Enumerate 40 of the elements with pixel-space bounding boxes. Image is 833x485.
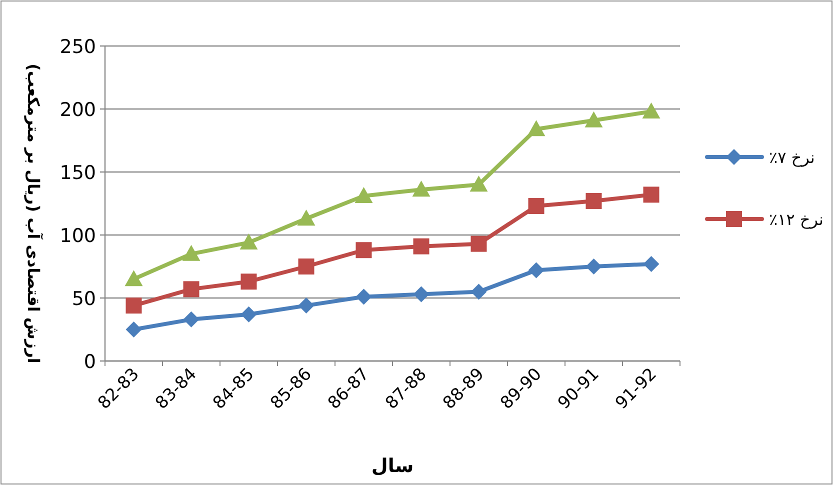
point bbox=[528, 198, 544, 214]
y-tick-label: 250 bbox=[60, 36, 96, 58]
point bbox=[297, 210, 316, 226]
point bbox=[413, 238, 430, 254]
point bbox=[354, 186, 373, 203]
point bbox=[356, 242, 372, 258]
point bbox=[126, 298, 142, 314]
y-tick-label: 150 bbox=[60, 162, 96, 184]
y-tick-label: 200 bbox=[60, 99, 96, 121]
point bbox=[124, 270, 143, 286]
point bbox=[413, 286, 430, 302]
point bbox=[240, 274, 257, 290]
legend-label: نرخ ۷٪ bbox=[769, 148, 815, 167]
point bbox=[470, 284, 487, 300]
y-tick-label: 0 bbox=[84, 351, 96, 373]
y-tick-label: 50 bbox=[72, 288, 96, 310]
point bbox=[183, 311, 200, 328]
point bbox=[126, 322, 142, 338]
point bbox=[182, 244, 200, 261]
point bbox=[528, 262, 544, 278]
point bbox=[527, 120, 546, 136]
y-axis-title: ارزش اقتصادی آب (ریال بر مترمکعب) bbox=[24, 64, 44, 364]
point bbox=[643, 256, 660, 272]
point bbox=[412, 180, 430, 197]
point bbox=[642, 102, 660, 119]
legend-label: نرخ ۱۲٪ bbox=[769, 210, 824, 229]
point bbox=[586, 258, 602, 274]
point bbox=[643, 186, 660, 203]
point bbox=[298, 258, 314, 274]
point bbox=[356, 288, 372, 305]
point bbox=[240, 234, 258, 250]
x-axis-title: سال bbox=[371, 455, 414, 477]
point bbox=[240, 306, 257, 322]
point bbox=[584, 111, 603, 128]
point bbox=[470, 236, 487, 252]
point bbox=[586, 192, 602, 209]
point bbox=[470, 176, 488, 192]
point bbox=[298, 298, 314, 314]
y-tick-label: 100 bbox=[60, 225, 96, 247]
point bbox=[183, 281, 200, 298]
